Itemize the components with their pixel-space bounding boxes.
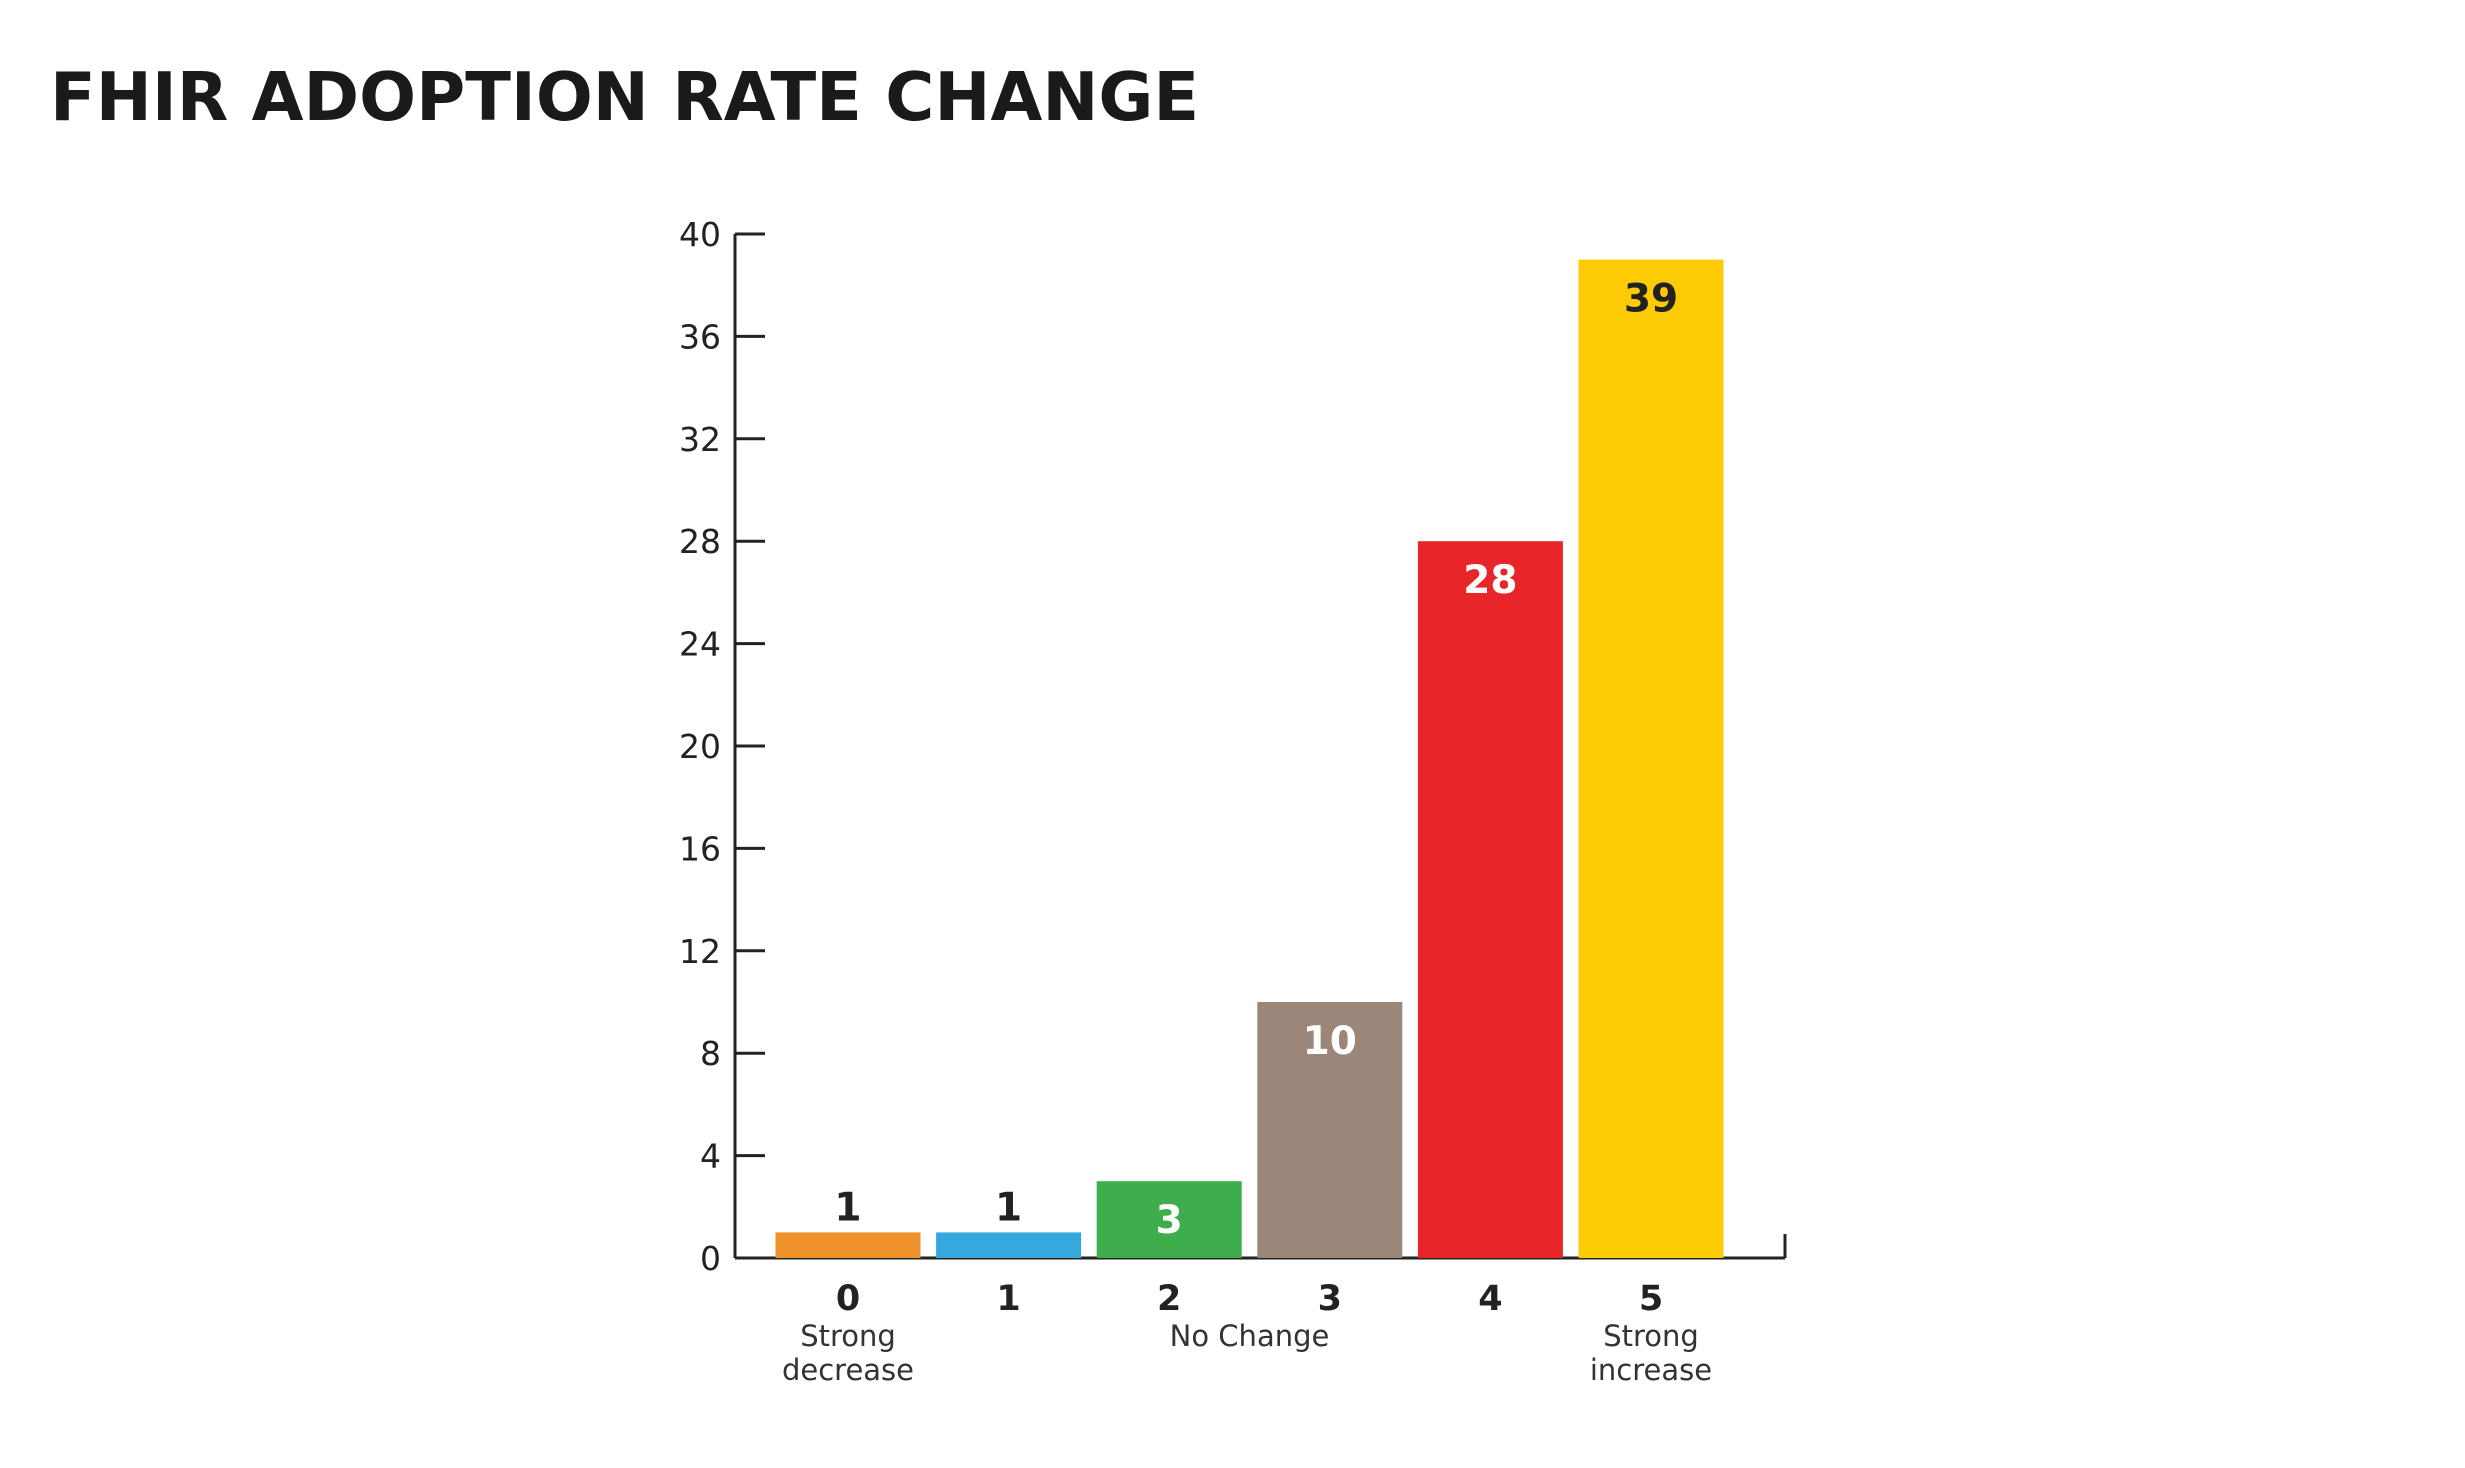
data-label-3: 10 xyxy=(1303,1019,1357,1064)
y-tick-label: 16 xyxy=(679,829,721,868)
bar-2 xyxy=(1096,1181,1242,1258)
y-tick-label: 4 xyxy=(700,1137,721,1176)
bar-5 xyxy=(1578,259,1724,1259)
data-label-5: 39 xyxy=(1624,277,1678,322)
y-tick-label: 12 xyxy=(679,932,721,971)
x-annotation-0: Strong xyxy=(800,1319,896,1353)
x-tick-label-2: 2 xyxy=(1157,1279,1181,1319)
data-label-0: 1 xyxy=(834,1185,861,1230)
y-tick-label: 24 xyxy=(679,625,721,664)
chart-title: FHIR ADOPTION RATE CHANGE xyxy=(50,58,1200,136)
y-tick-label: 28 xyxy=(679,522,721,561)
y-tick-label: 0 xyxy=(700,1239,721,1278)
data-labels: 1 1 3 10 28 39 xyxy=(834,277,1678,1244)
y-tick-label: 40 xyxy=(679,215,721,254)
x-tick-label-0: 0 xyxy=(836,1279,860,1319)
bars xyxy=(775,259,1724,1259)
x-annotation-5: Strong xyxy=(1603,1319,1699,1353)
x-tick-label-3: 3 xyxy=(1318,1279,1342,1319)
bar-3 xyxy=(1257,1002,1403,1258)
data-label-2: 3 xyxy=(1156,1198,1183,1243)
bar-1 xyxy=(936,1232,1082,1258)
y-tick-label: 8 xyxy=(700,1034,721,1073)
bar-4 xyxy=(1417,541,1563,1258)
y-tick-label: 36 xyxy=(679,317,721,356)
x-tick-label-1: 1 xyxy=(996,1279,1020,1319)
y-tick-label: 32 xyxy=(679,420,721,459)
data-label-1: 1 xyxy=(995,1185,1022,1230)
x-tick-label-5: 5 xyxy=(1639,1279,1663,1319)
x-annotation-2-3: No Change xyxy=(1170,1319,1330,1353)
x-annotation-0: decrease xyxy=(782,1353,914,1387)
x-axis-labels: 0 1 2 3 4 5 xyxy=(836,1279,1663,1319)
y-axis-ticks: 0 4 8 12 16 20 24 28 32 36 40 xyxy=(679,215,765,1278)
x-annotation-5: increase xyxy=(1590,1353,1712,1387)
bar-0 xyxy=(775,1232,921,1258)
x-tick-label-4: 4 xyxy=(1478,1279,1502,1319)
data-label-4: 28 xyxy=(1463,558,1517,603)
y-tick-label: 20 xyxy=(679,727,721,766)
